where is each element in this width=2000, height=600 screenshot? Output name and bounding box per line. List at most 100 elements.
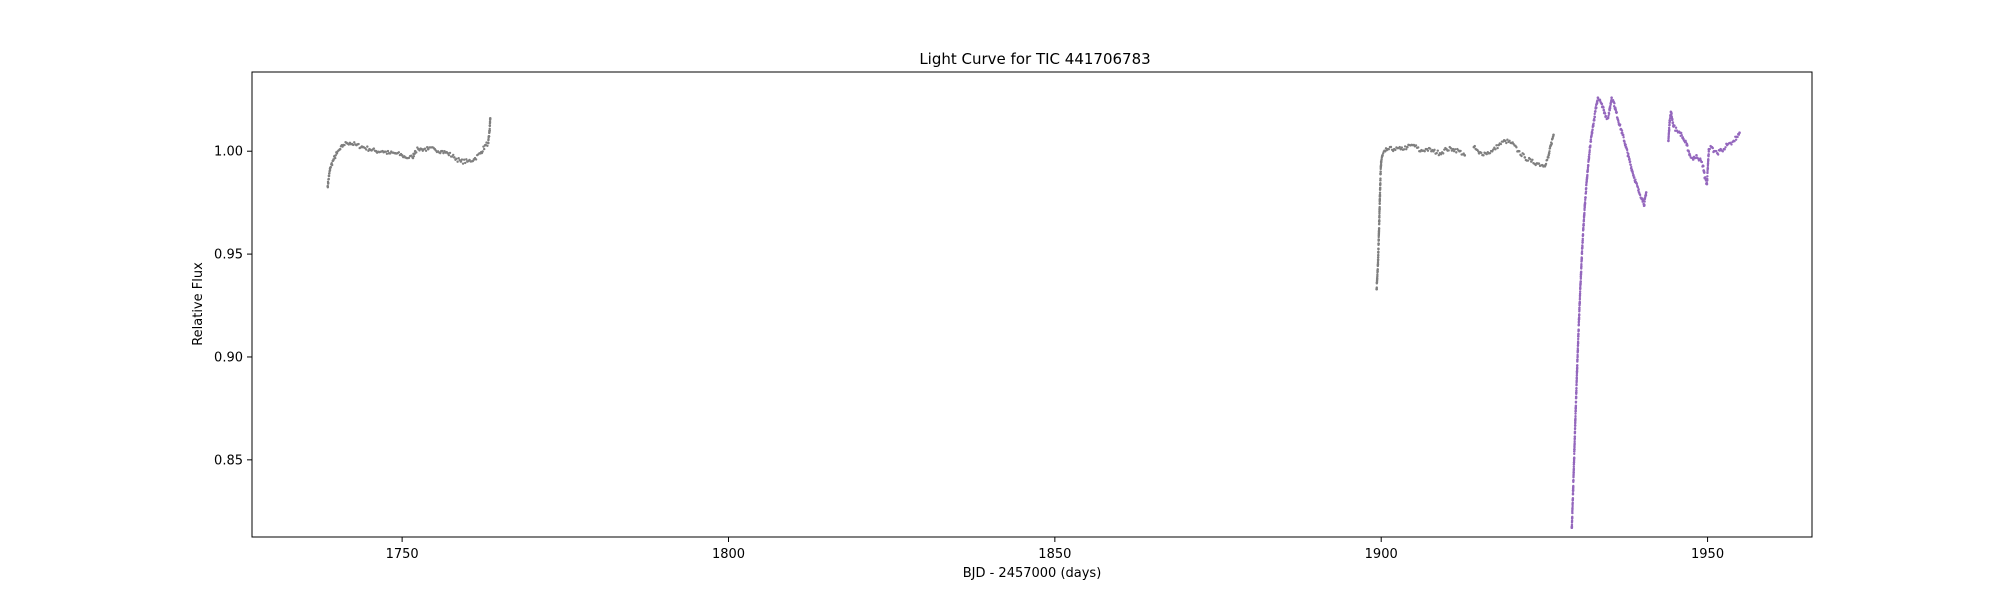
data-point-fill [1576,364,1579,367]
data-point-fill [1585,179,1589,183]
data-point-fill [425,146,429,149]
data-point-fill [1715,149,1718,153]
data-point-fill [1570,519,1574,522]
data-point-fill [424,149,428,152]
data-point-1-46 [1688,154,1692,157]
data-point-fill [1571,501,1574,504]
data-point-fill [1515,146,1518,149]
data-point-fill [329,165,332,169]
data-point-1-21 [1602,108,1606,112]
data-point-fill [1636,186,1640,189]
data-point-fill [357,142,360,146]
data-point-fill [1576,348,1580,352]
data-point-fill [1548,147,1552,150]
data-point-fill [1643,204,1646,207]
data-point-fill [1578,290,1582,293]
data-point-fill [415,151,418,154]
data-point-fill [1591,131,1594,135]
data-point-fill [1577,329,1580,332]
data-point-fill [1572,467,1576,470]
data-point-fill [1576,366,1579,369]
data-point-fill [1574,404,1578,407]
data-point-fill [1705,182,1709,185]
data-point-fill [1618,123,1622,126]
data-point-fill [1581,237,1584,241]
data-point-fill [1520,154,1523,158]
data-point-fill [1414,144,1418,147]
data-point-fill [1584,192,1588,195]
data-point-fill [1426,149,1430,152]
data-point-fill [447,153,451,157]
data-point-fill [1526,159,1530,162]
data-point-fill [1580,267,1583,270]
data-point-fill [1671,118,1674,121]
data-point-0-62 [1503,139,1507,143]
data-point-fill [1573,437,1576,440]
data-point-fill [1378,193,1382,197]
data-point-1-47 [1691,158,1695,161]
data-point-fill [1585,183,1588,187]
data-point-fill [1573,452,1576,456]
data-point-fill [1378,202,1381,206]
data-point-0-65 [1523,156,1527,159]
data-point-fill [1592,122,1595,125]
data-point-fill [1574,417,1577,420]
data-point-fill [1582,218,1586,221]
data-point-fill [366,145,369,148]
data-point-0-71 [1552,133,1555,137]
data-point-fill [1730,143,1733,146]
data-point-fill [1379,177,1382,180]
data-point-fill [1575,377,1579,381]
data-point-fill [1702,164,1705,168]
x-tick-label-0: 1750 [386,547,419,562]
data-point-fill [1506,138,1509,141]
data-point-fill [1580,265,1583,268]
data-point-1-5 [1577,335,1580,338]
data-point-fill [1400,146,1404,149]
data-point-fill [1442,152,1445,155]
data-point-fill [1573,446,1576,449]
data-point-fill [1716,153,1720,156]
data-point-fill [1577,316,1581,319]
data-point-fill [455,157,458,161]
data-point-fill [481,150,484,153]
data-point-fill [1496,146,1499,150]
data-point-fill [1593,115,1597,119]
data-point-fill [1622,136,1625,139]
data-point-fill [1578,300,1581,304]
data-point-fill [1575,382,1578,386]
data-point-fill [1423,150,1426,153]
y-axis-label: Relative Flux [191,262,206,346]
data-point-fill [1573,439,1576,443]
data-point-fill [1733,140,1736,143]
data-point-1-63 [1738,131,1741,134]
data-point-fill [439,151,442,155]
data-point-fill [1580,252,1584,255]
x-axis-label: BJD - 2457000 (days) [963,566,1102,581]
data-point-fill [1394,148,1397,152]
data-point-1-22 [1604,114,1608,118]
data-point-fill [1405,148,1408,151]
data-point-fill [1578,296,1582,300]
data-point-1-48 [1695,154,1698,157]
data-point-fill [1634,178,1637,181]
data-point-fill [1435,151,1438,155]
data-point-fill [1571,504,1574,508]
data-point-fill [1643,200,1646,203]
data-point-fill [327,177,330,181]
data-point-fill [1627,156,1631,159]
data-point-fill [1576,340,1580,343]
data-point-fill [1630,165,1633,169]
data-point-fill [1508,139,1511,143]
data-point-0-34 [488,116,492,120]
data-point-fill [1608,107,1612,110]
data-point-fill [1592,124,1595,128]
data-point-fill [488,127,491,131]
data-point-fill [1584,198,1587,202]
data-point-fill [1378,207,1381,211]
data-point-fill [1674,126,1678,129]
data-point-fill [1706,177,1709,181]
data-point-fill [1379,179,1382,182]
data-point-fill [1580,256,1584,260]
data-point-fill [1579,280,1582,283]
